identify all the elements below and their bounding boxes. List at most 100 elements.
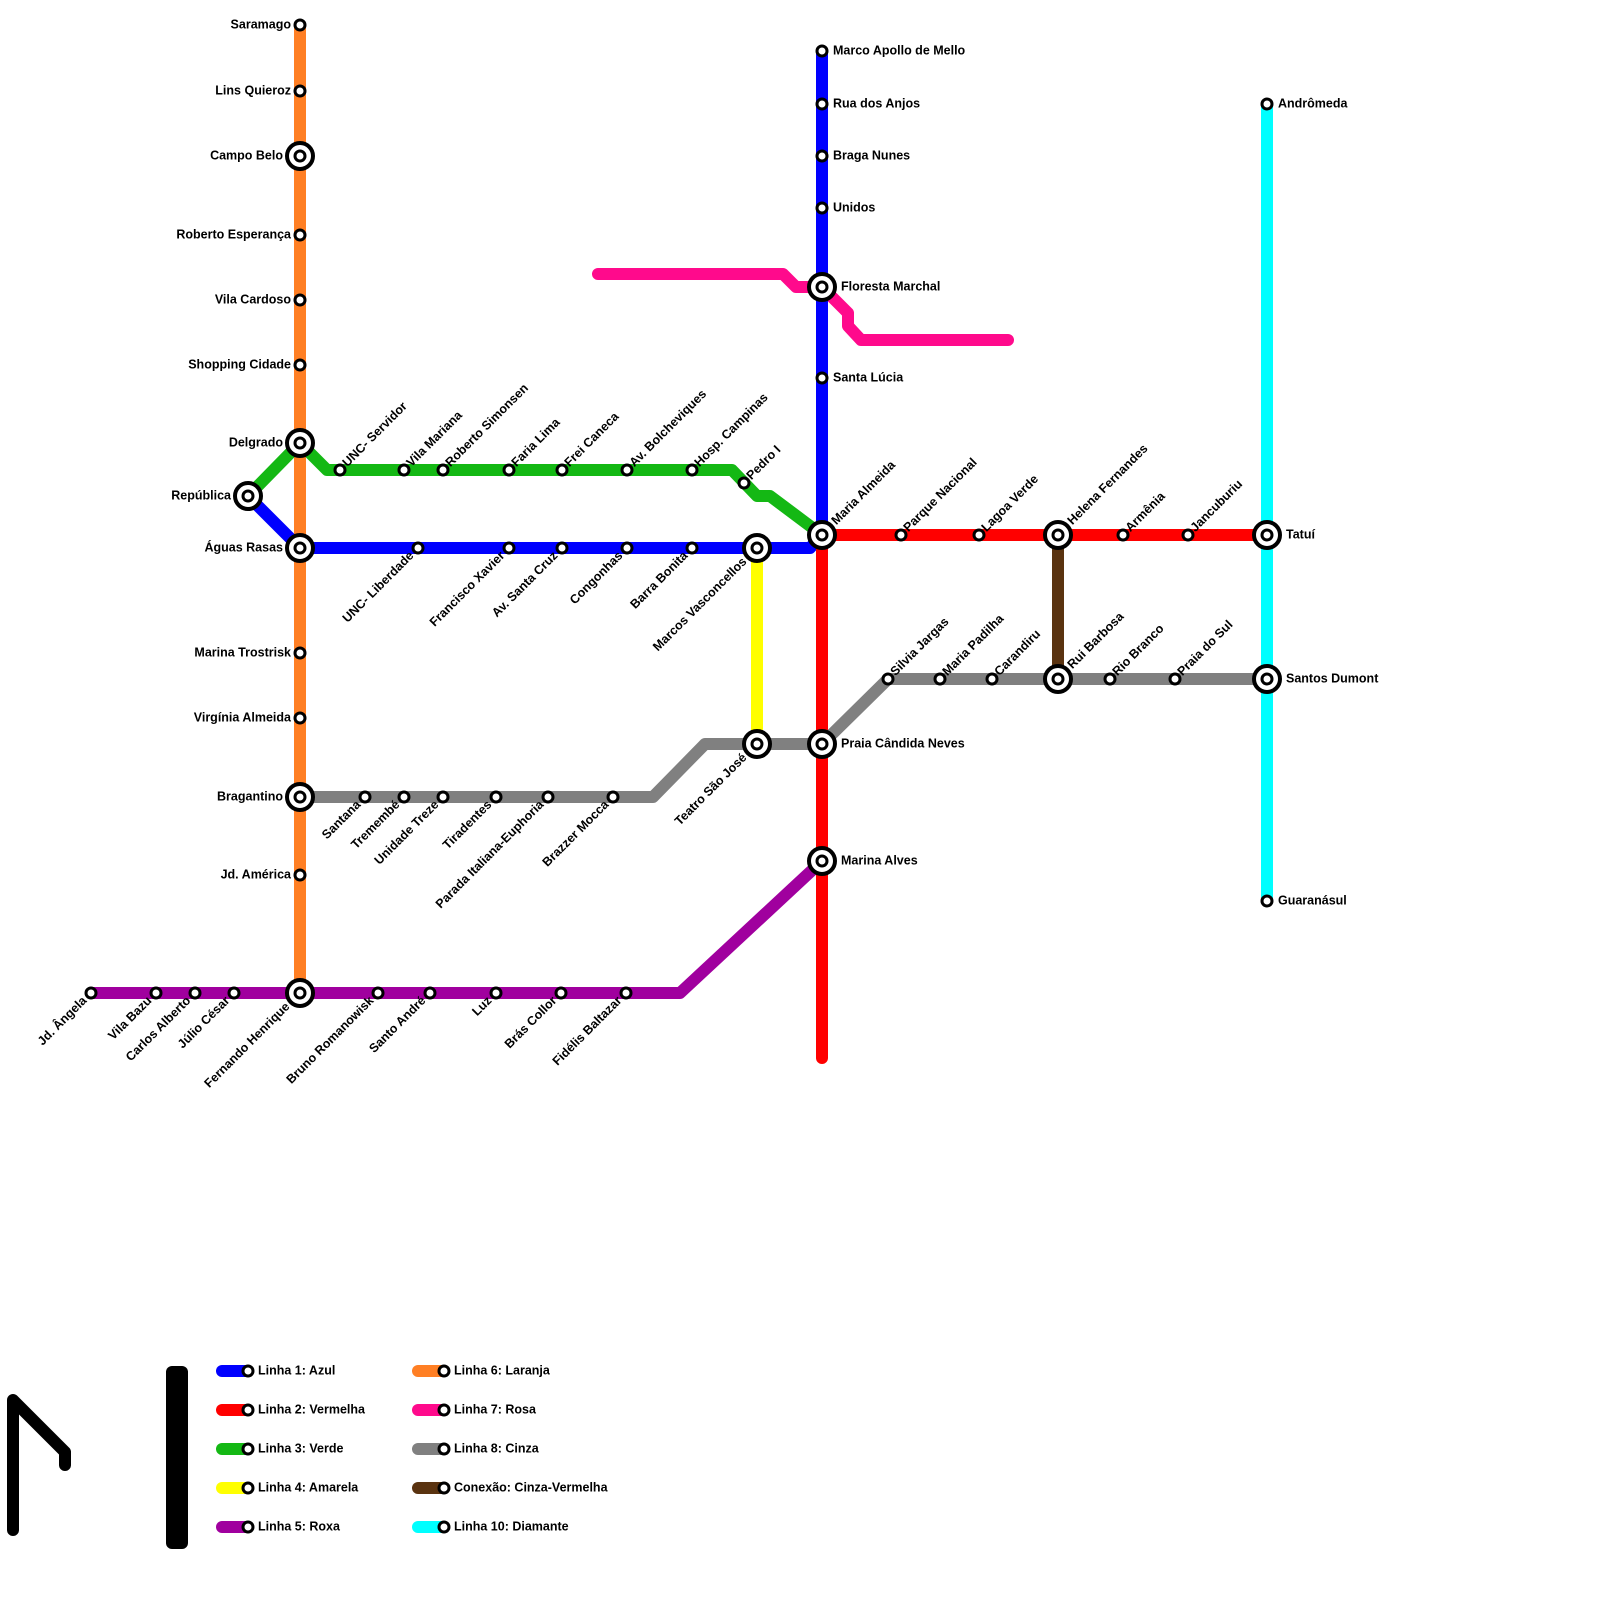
station [685,541,699,555]
station-label: Vila Cardoso [215,292,292,306]
station [737,476,751,490]
legend: Linha 1: Azul Linha 2: Vermelha Linha 3: V… [216,1363,609,1534]
station-label: Shopping Cidade [188,357,291,371]
station-label: Santa Lúcia [833,370,904,384]
station-label: Carandiru [992,627,1044,679]
station-label: Lins Quieroz [215,83,291,97]
station-label: Fidélis Baltazar [550,993,625,1068]
station [815,44,829,58]
station-label: Braga Nunes [833,148,910,162]
legend-station [241,1364,255,1378]
station [985,672,999,686]
station-label: Virgínia Almeida [194,710,292,724]
station-label: UNC- Servidor [340,399,410,469]
station [933,672,947,686]
station-label: Bragantino [217,789,283,803]
decoration [7,1394,71,1536]
station [411,541,425,555]
station [293,711,307,725]
station [1103,672,1117,686]
station [371,986,385,1000]
interchange-core [750,737,764,751]
station-label: Tatuí [1286,527,1315,541]
station [881,672,895,686]
station [815,149,829,163]
station-label: Jancuburiu [1188,477,1246,535]
interchange-core [1260,528,1274,542]
station [1168,672,1182,686]
station [1181,528,1195,542]
station [1260,894,1274,908]
station-label: Marina Trostrisk [194,645,291,659]
legend-station [437,1364,451,1378]
station [555,541,569,555]
interchange-core [815,528,829,542]
legend-station [437,1403,451,1417]
station-label: Armênia [1123,488,1169,534]
legend-station [437,1442,451,1456]
station-label: Rua dos Anjos [833,96,920,110]
metro-line [242,437,828,541]
station [423,986,437,1000]
station [554,986,568,1000]
station [894,528,908,542]
station-label: Jd. Ângela [34,992,90,1048]
station-label: Barra Bonita [627,548,691,612]
legend-label: Linha 2: Vermelha [258,1402,366,1416]
interchange-core [293,986,307,1000]
interchange-core [815,737,829,751]
station-label: Faria Lima [509,415,564,470]
station-label: Águas Rasas [204,539,283,554]
station [685,463,699,477]
interchange-core [241,489,255,503]
station-label: Brazzer Mocca [540,797,613,870]
station [502,541,516,555]
station-label: Jd. América [221,867,292,881]
station [293,228,307,242]
station-label: Andrômeda [1278,96,1349,110]
station-label: Parque Nacional [901,455,980,534]
station-label: Praia Cândida Neves [841,736,965,750]
station-label: Congonhas [567,549,626,608]
interchange-core [293,790,307,804]
station [436,463,450,477]
station [1116,528,1130,542]
legend-station [241,1520,255,1534]
station [606,790,620,804]
legend-station [437,1520,451,1534]
station [619,986,633,1000]
interchange-core [293,149,307,163]
interchange-core [1051,672,1065,686]
station [227,986,241,1000]
station-label: Guaranásul [1278,893,1347,907]
legend-label: Linha 5: Roxa [258,1519,341,1533]
station-label: Pedro I [744,443,784,483]
interchange-core [1051,528,1065,542]
station [620,541,634,555]
station-label: Parada Italiana-Euphoria [433,797,547,911]
station [555,463,569,477]
legend-label: Linha 8: Cinza [454,1441,540,1455]
station-label: Campo Belo [210,148,283,162]
legend-label: Linha 1: Azul [258,1363,335,1377]
station-label: Lagoa Verde [979,472,1041,534]
station [489,986,503,1000]
station [620,463,634,477]
decoration [166,1366,188,1549]
station-label: UNC- Liberdade [340,549,417,626]
station [815,201,829,215]
station [541,790,555,804]
station-label: Marco Apollo de Mello [833,43,966,57]
station-label: Delgrado [229,435,284,449]
station [84,986,98,1000]
interchange-core [293,436,307,450]
interchange-core [293,541,307,555]
station-label: Marina Alves [841,853,918,867]
station-label: Frei Caneca [562,409,623,470]
station [815,97,829,111]
station [358,790,372,804]
station [397,790,411,804]
legend-label: Linha 10: Diamante [454,1519,569,1533]
station [293,84,307,98]
